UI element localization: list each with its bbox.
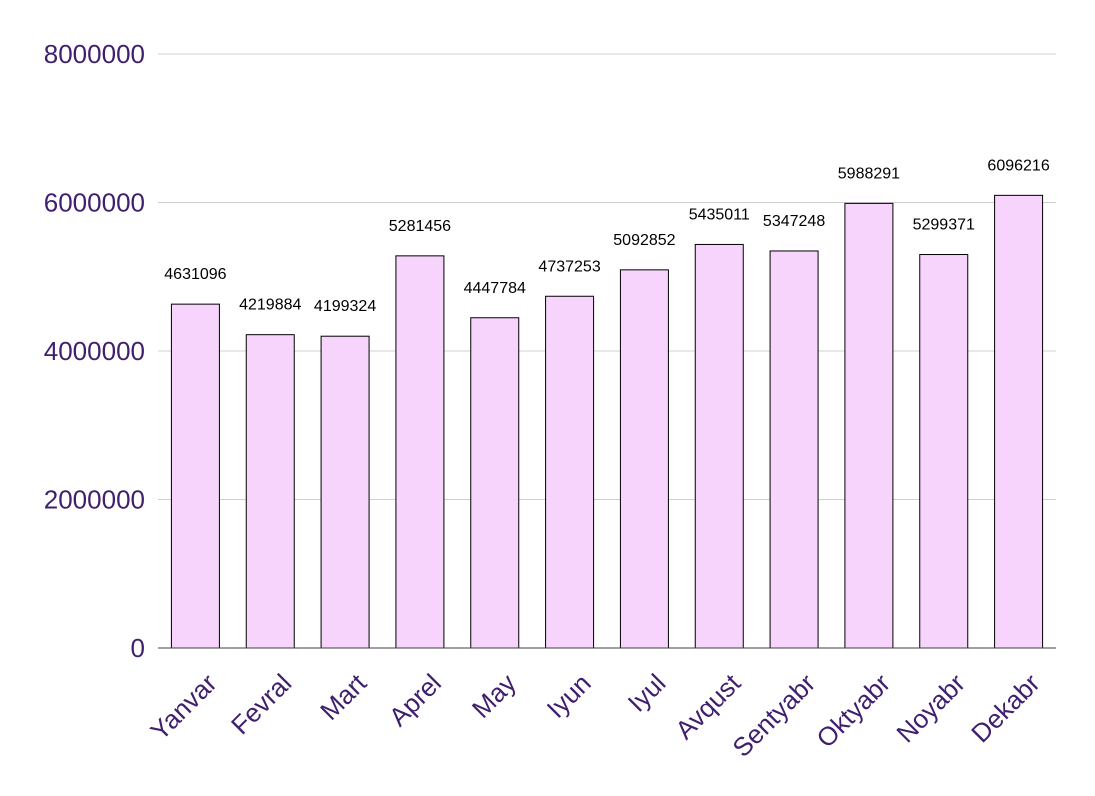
bar-yanvar (170, 303, 220, 649)
data-label: 5092852 (613, 232, 675, 249)
data-label: 5299371 (913, 217, 975, 234)
x-tick-label: Iyun (541, 668, 597, 724)
x-tick-label: Mart (314, 667, 373, 726)
x-tick-label: Dekabr (965, 668, 1046, 749)
x-tick-label: Yanvar (144, 668, 222, 746)
y-tick-label: 4000000 (44, 336, 145, 366)
data-label: 4447784 (464, 280, 526, 297)
y-axis-tick-labels: 0 2000000 4000000 6000000 8000000 (44, 39, 145, 663)
bar-aprel (395, 255, 445, 649)
data-label: 5347248 (763, 213, 825, 230)
data-label: 4199324 (314, 298, 376, 315)
x-tick-label: Sentyabr (726, 668, 821, 763)
bar-iyun (545, 295, 595, 649)
data-label: 5988291 (838, 165, 900, 182)
bars (170, 194, 1044, 649)
data-labels: 4631096 4219884 4199324 5281456 4447784 47372… (164, 157, 1050, 315)
y-tick-label: 8000000 (44, 39, 145, 69)
bar-iyul (619, 269, 669, 649)
bar-dekabr (994, 194, 1044, 649)
data-label: 6096216 (987, 157, 1049, 174)
bar-may (470, 317, 520, 649)
y-tick-label: 2000000 (44, 485, 145, 515)
bar-sentyabr (769, 250, 819, 649)
data-label: 4631096 (164, 266, 226, 283)
data-label: 4219884 (239, 297, 301, 314)
y-tick-label: 0 (131, 633, 145, 663)
bar-avqust (694, 243, 744, 649)
x-tick-label: Noyabr (890, 668, 971, 749)
data-label: 5435011 (689, 206, 750, 223)
x-tick-label: Aprel (383, 668, 447, 732)
bar-fevral (245, 334, 295, 649)
x-tick-label: May (466, 668, 522, 724)
bar-noyabr (919, 254, 969, 649)
gridlines (158, 53, 1056, 500)
bar-oktyabr (844, 202, 894, 649)
x-tick-label: Oktyabr (810, 668, 896, 754)
data-label: 5281456 (389, 218, 451, 235)
y-tick-label: 6000000 (44, 188, 145, 218)
bar-mart (320, 335, 370, 649)
x-axis-tick-labels: Yanvar Fevral Mart Aprel May Iyun IyulAvqustSe… (144, 667, 1046, 762)
x-tick-label: Iyul (622, 668, 672, 718)
data-label: 4737253 (538, 258, 600, 275)
x-tick-label: Fevral (225, 668, 297, 740)
